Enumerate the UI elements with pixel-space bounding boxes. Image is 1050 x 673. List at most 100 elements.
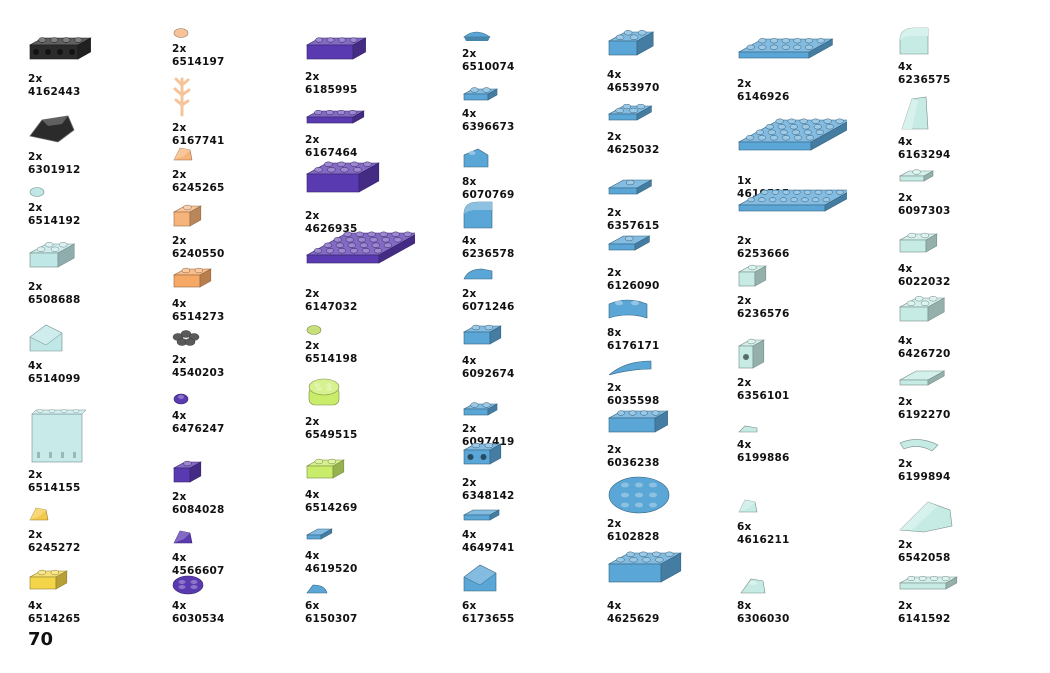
part-quantity: 2x	[172, 122, 187, 134]
clip-plate-icon	[740, 578, 766, 594]
part-quantity: 2x	[28, 73, 43, 85]
part-element-id: 6236575	[898, 74, 951, 86]
part-6514197: 2x 6514197	[172, 26, 282, 69]
part-6357615: 2x 6357615	[607, 178, 717, 233]
part-quantity: 2x	[898, 396, 913, 408]
page-number: 70	[28, 629, 54, 650]
part-6301912: 2x 6301912	[28, 112, 138, 177]
part-6510074: 2x 6510074	[462, 29, 572, 74]
plate-1x2-icon	[462, 402, 499, 416]
part-element-id: 6514192	[28, 215, 81, 227]
part-element-id: 6102828	[607, 531, 660, 543]
part-6514192: 2x 6514192	[28, 185, 138, 228]
part-element-id: 6084028	[172, 504, 225, 516]
slope-small-icon	[29, 507, 49, 521]
part-element-id: 6163294	[898, 149, 951, 161]
plate-1x2-icon	[462, 87, 499, 101]
part-quantity: 2x	[305, 71, 320, 83]
part-6542058: 2x 6542058	[898, 498, 1008, 565]
tile-1x2-icon	[462, 509, 501, 521]
part-quantity: 2x	[172, 354, 187, 366]
part-6240550: 2x 6240550	[172, 204, 282, 261]
part-quantity: 2x	[737, 78, 752, 90]
part-4653970: 4x 4653970	[607, 30, 717, 95]
part-6476247: 4x 6476247	[172, 391, 282, 436]
part-element-id: 6167741	[172, 135, 225, 147]
jumper-1x2-icon	[898, 169, 935, 182]
brick-1x4-icon	[305, 37, 367, 60]
part-6199886: 4x 6199886	[737, 422, 847, 465]
part-quantity: 2x	[737, 295, 752, 307]
part-element-id: 6514155	[28, 482, 81, 494]
part-quantity: 2x	[898, 192, 913, 204]
part-element-id: 6348142	[462, 490, 515, 502]
part-4625629: 4x 4625629	[607, 551, 717, 626]
part-quantity: 2x	[462, 288, 477, 300]
round-brick-2x2-icon	[308, 378, 340, 406]
part-quantity: 4x	[737, 439, 752, 451]
part-element-id: 4626935	[305, 223, 358, 235]
part-element-id: 6173655	[462, 613, 515, 625]
part-6236576: 2x 6236576	[737, 264, 847, 321]
part-6173655: 6x 6173655	[462, 561, 572, 626]
part-element-id: 6097303	[898, 205, 951, 217]
part-6514155: 2x 6514155	[28, 406, 138, 495]
slope-small-icon	[173, 147, 193, 161]
part-quantity: 4x	[28, 360, 43, 372]
part-element-id: 6542058	[898, 552, 951, 564]
part-element-id: 4625032	[607, 144, 660, 156]
round-tile-icon	[306, 325, 322, 335]
part-6514265: 4x 6514265	[28, 569, 138, 626]
part-6084028: 2x 6084028	[172, 460, 282, 517]
part-element-id: 4540203	[172, 367, 225, 379]
part-quantity: 2x	[28, 202, 43, 214]
part-6163294: 4x 6163294	[898, 95, 1008, 162]
part-element-id: 6514265	[28, 613, 81, 625]
part-element-id: 6476247	[172, 423, 225, 435]
part-6030534: 4x 6030534	[172, 573, 282, 626]
part-quantity: 1x	[737, 175, 752, 187]
part-element-id: 6236576	[737, 308, 790, 320]
part-element-id: 6185995	[305, 84, 358, 96]
quarter-tile-icon	[306, 584, 328, 594]
part-6102828: 2x 6102828	[607, 473, 717, 544]
part-6141592: 2x 6141592	[898, 575, 1008, 626]
part-element-id: 6070769	[462, 189, 515, 201]
part-quantity: 2x	[305, 288, 320, 300]
part-4619515: 1x4619515	[737, 118, 847, 201]
brick-2x2-icon	[607, 30, 655, 56]
plate-1x4-icon	[305, 109, 365, 124]
part-quantity: 6x	[305, 600, 320, 612]
part-quantity: 4x	[172, 552, 187, 564]
part-6126090: 2x 6126090	[607, 234, 717, 293]
brick-2x4-icon	[607, 551, 682, 583]
part-6508688: 2x 6508688	[28, 242, 138, 307]
part-quantity: 2x	[607, 131, 622, 143]
part-6036238: 2x 6036238	[607, 409, 717, 470]
part-quantity: 6x	[737, 521, 752, 533]
tall-slope-icon	[901, 96, 929, 130]
part-element-id: 6192270	[898, 409, 951, 421]
part-element-id: 6549515	[305, 429, 358, 441]
part-quantity: 2x	[607, 444, 622, 456]
brick-2x2-icon	[28, 242, 76, 268]
part-element-id: 6245265	[172, 182, 225, 194]
part-6150307: 6x 6150307	[305, 583, 415, 626]
part-quantity: 2x	[898, 539, 913, 551]
part-6514269: 4x 6514269	[305, 458, 415, 515]
part-element-id: 6356101	[737, 390, 790, 402]
brick-2x2-icon	[898, 296, 946, 322]
part-element-id: 4616211	[737, 534, 790, 546]
part-element-id: 6146926	[737, 91, 790, 103]
part-6167464: 2x 6167464	[305, 109, 415, 160]
part-quantity: 2x	[898, 600, 913, 612]
part-element-id: 6030534	[172, 613, 225, 625]
part-6147032: 2x 6147032	[305, 231, 415, 314]
round-tile-icon	[173, 28, 189, 38]
macaroni-icon	[608, 299, 648, 319]
slope-small-icon	[738, 499, 758, 513]
brick-1x2-holes-icon	[462, 442, 502, 465]
part-element-id: 6240550	[172, 248, 225, 260]
part-quantity: 4x	[462, 355, 477, 367]
tile-small-icon	[305, 528, 333, 540]
